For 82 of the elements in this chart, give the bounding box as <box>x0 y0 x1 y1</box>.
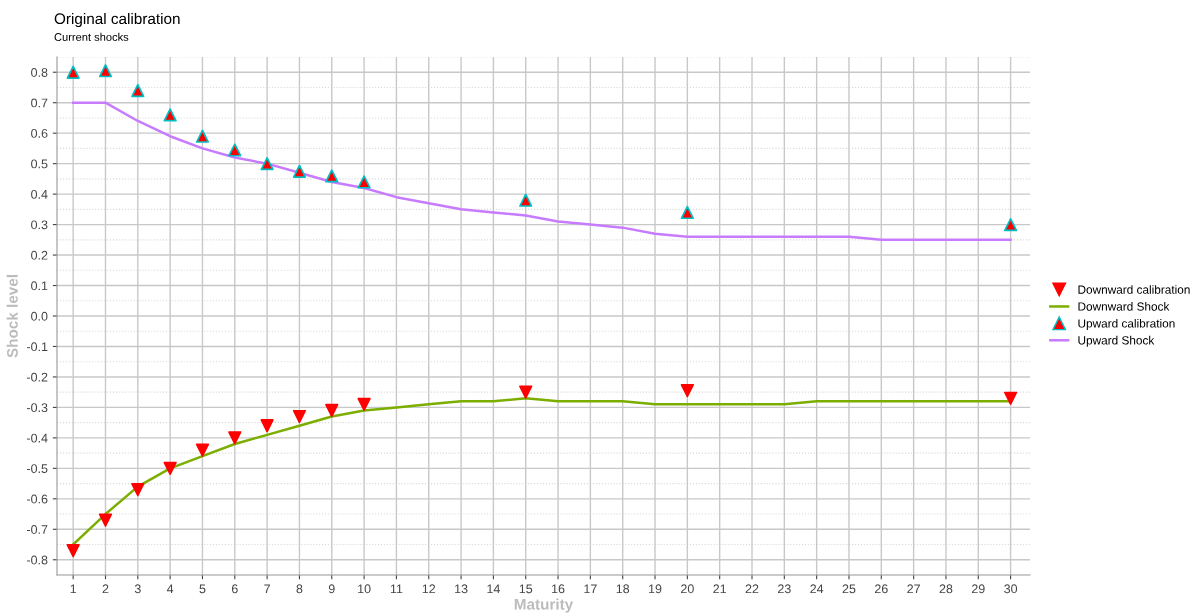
y-tick-label: -0.6 <box>26 494 48 504</box>
x-tick-label: 25 <box>842 584 856 594</box>
point <box>1003 391 1018 405</box>
x-tick-label: 9 <box>328 584 335 594</box>
x-tick-label: 8 <box>296 584 303 594</box>
y-tick-label: 0.0 <box>31 311 48 321</box>
x-tick-label: 30 <box>1004 584 1018 594</box>
x-tick-label: 11 <box>390 584 403 594</box>
y-axis-title: Shock level <box>6 275 18 358</box>
x-tick-label: 24 <box>810 584 824 594</box>
point <box>1003 217 1018 232</box>
y-tick-label: 0.1 <box>31 281 48 291</box>
x-axis-title: Maturity <box>514 598 574 613</box>
point <box>680 205 694 220</box>
y-tick-label: 0.5 <box>31 159 48 169</box>
point <box>680 384 694 398</box>
point <box>163 461 177 475</box>
x-tick-label: 20 <box>681 584 694 594</box>
point <box>228 143 242 157</box>
x-tick-label: 6 <box>231 584 238 594</box>
y-tick-label: 0.2 <box>31 250 48 260</box>
x-tick-label: 12 <box>422 584 436 594</box>
x-tick-label: 21 <box>713 584 727 594</box>
point <box>519 193 533 207</box>
y-tick-label: 0.6 <box>31 128 48 138</box>
y-tick-label: -0.2 <box>26 372 48 382</box>
x-tick-label: 13 <box>455 584 468 594</box>
y-tick-label: -0.4 <box>26 433 48 443</box>
point <box>195 443 210 457</box>
point <box>228 431 242 445</box>
y-tick-label: 0.4 <box>31 189 48 199</box>
chart-subtitle: Current shocks <box>54 32 129 41</box>
legend-label: Upward Shock <box>1078 335 1155 347</box>
point <box>131 483 145 497</box>
legend-label: Downward calibration <box>1078 285 1190 294</box>
legend-label: Downward Shock <box>1078 302 1170 311</box>
point <box>325 403 339 418</box>
x-tick-label: 22 <box>745 584 759 594</box>
point <box>131 83 145 98</box>
y-tick-label: 0.7 <box>31 98 48 108</box>
x-tick-label: 16 <box>552 584 565 594</box>
x-tick-label: 15 <box>519 584 533 594</box>
x-tick-label: 23 <box>778 584 791 594</box>
point <box>292 409 307 424</box>
line-series <box>71 101 1012 242</box>
point <box>98 513 113 527</box>
point <box>66 543 80 558</box>
x-tick-label: 7 <box>264 584 270 594</box>
chart-title: Original calibration <box>54 12 180 28</box>
x-tick-label: 5 <box>199 584 206 594</box>
point <box>66 65 80 79</box>
point <box>98 64 113 78</box>
point <box>357 397 371 412</box>
x-tick-label: 4 <box>166 584 174 594</box>
point <box>357 175 371 189</box>
x-tick-label: 27 <box>907 584 920 594</box>
point <box>163 108 177 122</box>
x-tick-label: 18 <box>616 584 630 594</box>
point <box>292 164 307 178</box>
y-tick-label: -0.8 <box>26 555 48 565</box>
x-tick-label: 28 <box>939 584 953 594</box>
legend-label: Upward calibration <box>1078 318 1175 330</box>
y-tick-label: 0.3 <box>31 220 48 230</box>
point <box>195 129 210 143</box>
x-tick-label: 3 <box>134 584 141 594</box>
x-tick-label: 1 <box>70 584 77 594</box>
y-tick-label: 0.8 <box>31 68 48 77</box>
point <box>519 385 533 399</box>
x-tick-label: 10 <box>358 584 371 594</box>
y-tick-label: -0.5 <box>26 464 48 474</box>
x-tick-label: 14 <box>487 584 500 594</box>
x-tick-label: 29 <box>971 584 985 594</box>
x-tick-label: 19 <box>649 584 662 594</box>
point <box>260 419 274 433</box>
y-tick-label: -0.1 <box>26 342 48 352</box>
y-tick-label: -0.3 <box>26 403 48 413</box>
x-tick-label: 2 <box>102 584 109 594</box>
point <box>325 169 339 183</box>
x-tick-label: 26 <box>874 584 888 594</box>
x-tick-label: 17 <box>584 584 597 594</box>
point <box>260 157 274 171</box>
y-tick-label: -0.7 <box>26 525 48 534</box>
